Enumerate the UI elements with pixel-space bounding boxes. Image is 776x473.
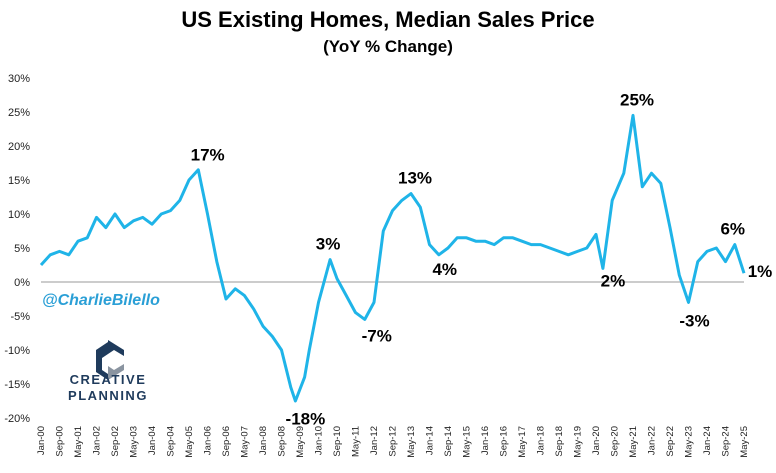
data-label: 13% <box>398 169 432 188</box>
x-tick-label: May-23 <box>684 426 695 458</box>
data-label: 1% <box>748 262 773 281</box>
x-tick-label: May-25 <box>739 426 750 458</box>
y-axis: -20% -15% -10% -5% 0% 5% 10% 15% 20% 25% 30% <box>4 73 30 425</box>
data-label: 4% <box>432 260 457 279</box>
x-tick-label: Jan-08 <box>258 426 269 455</box>
x-tick-label: May-03 <box>129 426 140 458</box>
y-tick-label: 10% <box>8 209 30 221</box>
logo-text-line2: PLANNING <box>68 388 148 403</box>
y-tick-label: -15% <box>4 379 30 391</box>
y-tick-label: 5% <box>14 243 30 255</box>
x-tick-label: Jan-20 <box>591 426 602 455</box>
y-tick-label: 0% <box>14 277 30 289</box>
data-label: 17% <box>191 145 225 164</box>
creative-planning-logo: CREATIVE PLANNING <box>68 340 148 403</box>
data-label: 3% <box>316 235 341 254</box>
x-tick-label: Jan-12 <box>369 426 380 455</box>
x-tick-label: Sep-22 <box>665 426 676 457</box>
x-tick-label: Jan-14 <box>425 426 436 455</box>
x-tick-label: Sep-04 <box>166 426 177 457</box>
data-label: -7% <box>362 326 392 345</box>
x-axis: Jan-00 Sep-00 May-01 Jan-02 Sep-02 May-03 Jan-… <box>36 426 750 458</box>
x-tick-label: Jan-22 <box>647 426 658 455</box>
x-tick-label: Sep-18 <box>554 426 565 457</box>
x-tick-label: May-13 <box>406 426 417 458</box>
x-tick-label: Sep-24 <box>721 426 732 457</box>
y-tick-label: -10% <box>4 345 30 357</box>
x-tick-label: Sep-16 <box>499 426 510 457</box>
series-line <box>39 113 746 403</box>
y-tick-label: -5% <box>10 311 30 323</box>
x-tick-label: Sep-20 <box>610 426 621 457</box>
x-tick-label: Jan-02 <box>92 426 103 455</box>
y-tick-label: 25% <box>8 107 30 119</box>
logo-mark-icon <box>96 340 124 380</box>
x-tick-label: Sep-10 <box>332 426 343 457</box>
x-tick-label: Jan-18 <box>536 426 547 455</box>
x-tick-label: Sep-08 <box>277 426 288 457</box>
y-tick-label: 30% <box>8 73 30 85</box>
x-tick-label: May-19 <box>573 426 584 458</box>
x-tick-label: May-21 <box>628 426 639 458</box>
x-tick-label: Jan-10 <box>314 426 325 455</box>
author-handle: @CharlieBilello <box>42 292 160 309</box>
chart-subtitle: (YoY % Change) <box>323 37 453 56</box>
x-tick-label: Sep-02 <box>110 426 121 457</box>
x-tick-label: Sep-12 <box>388 426 399 457</box>
logo-text-line1: CREATIVE <box>70 372 147 387</box>
chart-title: US Existing Homes, Median Sales Price <box>181 7 594 32</box>
x-tick-label: Sep-14 <box>443 426 454 457</box>
data-label: 2% <box>601 271 626 290</box>
data-label: -18% <box>286 409 326 428</box>
x-tick-label: May-05 <box>184 426 195 458</box>
data-label: -3% <box>679 311 709 330</box>
x-tick-label: Sep-00 <box>55 426 66 457</box>
x-tick-label: May-01 <box>73 426 84 458</box>
annotations: 17% -18% 3% -7% 13% 4% 2% 25% -3% 6% 1% <box>191 90 773 428</box>
data-label: 6% <box>720 220 745 239</box>
x-tick-label: Jan-00 <box>36 426 47 455</box>
data-label: 25% <box>620 90 654 109</box>
y-tick-label: -20% <box>4 413 30 425</box>
x-tick-label: Sep-06 <box>221 426 232 457</box>
y-tick-label: 20% <box>8 141 30 153</box>
x-tick-label: Jan-04 <box>147 426 158 455</box>
x-tick-label: May-07 <box>240 426 251 458</box>
x-tick-label: May-17 <box>517 426 528 458</box>
x-tick-label: May-15 <box>462 426 473 458</box>
x-tick-label: Jan-06 <box>203 426 214 455</box>
x-tick-label: May-11 <box>351 426 362 457</box>
x-tick-label: May-09 <box>295 426 306 458</box>
x-tick-label: Jan-24 <box>702 426 713 455</box>
y-tick-label: 15% <box>8 175 30 187</box>
x-tick-label: Jan-16 <box>480 426 491 455</box>
